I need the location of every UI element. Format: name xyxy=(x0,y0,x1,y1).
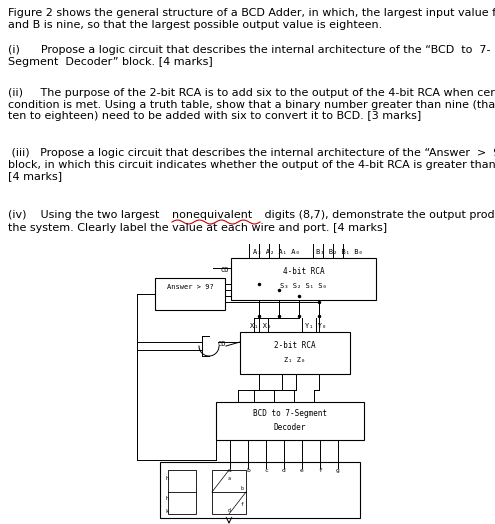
Text: h: h xyxy=(165,496,168,500)
Bar xyxy=(231,258,376,300)
Text: g: g xyxy=(336,468,340,473)
Text: a: a xyxy=(228,475,231,481)
Text: digits (8,7), demonstrate the output produced by: digits (8,7), demonstrate the output pro… xyxy=(261,210,495,220)
Text: the system. Clearly label the value at each wire and port. [4 marks]: the system. Clearly label the value at e… xyxy=(8,223,387,233)
Text: (iii)   Propose a logic circuit that describes the internal architecture of the : (iii) Propose a logic circuit that descr… xyxy=(8,148,495,181)
Text: h: h xyxy=(165,475,168,481)
Text: e: e xyxy=(300,468,304,473)
Text: X₁ X₀: X₁ X₀ xyxy=(250,323,271,329)
Text: CO: CO xyxy=(220,267,229,273)
Text: CO: CO xyxy=(218,341,227,347)
Text: S₃ S₂ S₁ S₀: S₃ S₂ S₁ S₀ xyxy=(280,283,327,289)
Bar xyxy=(240,332,350,374)
Bar xyxy=(216,402,364,440)
Text: d: d xyxy=(282,468,286,473)
Text: d: d xyxy=(228,508,231,512)
Bar xyxy=(160,462,360,518)
Text: Answer > 9?: Answer > 9? xyxy=(167,284,213,290)
Text: BCD to 7-Segment: BCD to 7-Segment xyxy=(253,409,327,419)
Text: 2-bit RCA: 2-bit RCA xyxy=(274,342,316,351)
Text: A₃ A₂ A₁ A₀: A₃ A₂ A₁ A₀ xyxy=(253,249,300,255)
Bar xyxy=(168,470,196,514)
Text: Y₁ Y₀: Y₁ Y₀ xyxy=(305,323,326,329)
Text: a: a xyxy=(228,468,232,473)
Text: (i)      Propose a logic circuit that describes the internal architecture of the: (i) Propose a logic circuit that describ… xyxy=(8,45,491,67)
Text: k: k xyxy=(165,509,168,514)
Text: c: c xyxy=(264,468,268,473)
Text: b: b xyxy=(241,486,244,490)
Bar xyxy=(155,278,225,310)
Bar xyxy=(212,470,246,514)
Text: (iv)    Using the two largest: (iv) Using the two largest xyxy=(8,210,163,220)
Text: B₃ B₂ B₁ B₀: B₃ B₂ B₁ B₀ xyxy=(316,249,363,255)
Text: Figure 2 shows the general structure of a BCD Adder, in which, the largest input: Figure 2 shows the general structure of … xyxy=(8,8,495,29)
Text: Z₁ Z₀: Z₁ Z₀ xyxy=(284,357,305,363)
Text: nonequivalent: nonequivalent xyxy=(172,210,252,220)
Text: f: f xyxy=(241,501,244,507)
Text: f: f xyxy=(318,468,322,473)
Text: (ii)     The purpose of the 2-bit RCA is to add six to the output of the 4-bit R: (ii) The purpose of the 2-bit RCA is to … xyxy=(8,88,495,121)
Text: Decoder: Decoder xyxy=(274,423,306,432)
Text: 4-bit RCA: 4-bit RCA xyxy=(283,267,324,277)
Text: b: b xyxy=(246,468,250,473)
